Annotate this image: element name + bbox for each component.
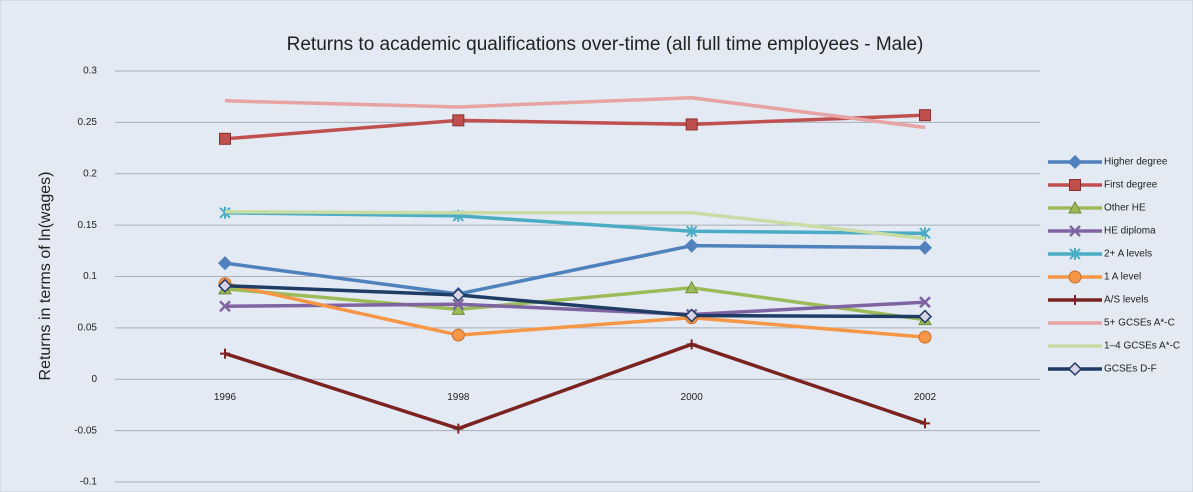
series-line [224,342,926,431]
legend-label: Other HE [1104,203,1146,214]
legend-label: 5+ GCSEs A*-C [1104,318,1175,329]
x-tick-label: 2002 [914,392,937,403]
series-line [224,211,926,236]
data-point [917,240,933,255]
y-tick-label: 0.3 [83,66,97,77]
legend-label: 2+ A levels [1104,249,1152,260]
legend-marker [1070,295,1080,305]
y-tick-label: -0.1 [80,477,98,488]
legend-label: GCSEs D-F [1104,364,1157,375]
series-line [224,210,926,241]
legend-label: HE diploma [1104,226,1156,237]
data-point [220,348,230,359]
legend-marker [1069,179,1081,191]
data-point [918,330,932,344]
series-line [224,300,926,317]
legend-label: 1 A level [1104,272,1141,283]
y-tick-label: 0 [91,374,97,385]
series-line [224,243,926,296]
legend-marker [1068,200,1082,214]
data-point [452,298,465,311]
series-line [224,281,926,339]
data-point [686,339,697,350]
legend-marker [1067,361,1083,377]
data-point [219,300,231,313]
data-point [919,296,931,309]
data-point [452,114,465,127]
data-point [685,225,698,238]
legend-marker [1069,225,1081,237]
legend-label: A/S levels [1104,295,1148,306]
series-line [224,286,926,322]
data-point [451,287,466,303]
y-axis-label: Returns in terms of ln(wages) [37,172,54,381]
data-point [917,309,933,324]
x-tick-label: 1998 [447,392,470,403]
y-tick-label: 0.25 [78,117,98,128]
data-point [217,278,233,293]
x-tick-label: 2000 [681,392,704,403]
series-line [224,283,926,319]
y-tick-label: 0.1 [83,271,97,282]
data-point [451,328,465,342]
chart-title: Returns to academic qualifications over-… [287,34,924,55]
data-point [684,308,699,323]
data-point [217,256,233,271]
legend-marker [1068,270,1082,284]
data-point [919,109,931,122]
legend-label: First degree [1104,180,1158,191]
data-point [685,118,698,131]
series-line [224,113,926,141]
legend-label: 1–4 GCSEs A*-C [1104,341,1180,352]
legend-marker [1069,248,1081,260]
data-point [684,238,699,253]
y-tick-label: 0.05 [78,323,98,334]
data-point [920,418,930,429]
y-tick-label: 0.15 [78,220,98,231]
y-tick-label: 0.2 [83,168,97,179]
x-tick-label: 1996 [214,392,237,403]
data-point [453,423,464,434]
y-tick-label: -0.05 [74,425,97,436]
series-line [224,95,926,130]
data-point [219,132,231,145]
legend-marker [1067,154,1083,170]
data-point [684,280,699,294]
legend-label: Higher degree [1104,157,1168,168]
